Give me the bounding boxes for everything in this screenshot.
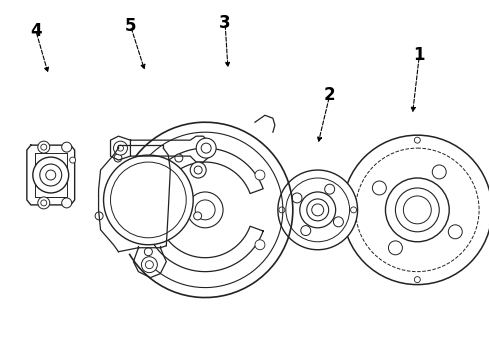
Circle shape [286,178,349,242]
Circle shape [389,241,402,255]
Circle shape [33,157,69,193]
Text: 1: 1 [414,46,425,64]
Circle shape [343,135,490,285]
Text: 3: 3 [219,14,231,32]
Circle shape [300,192,336,228]
Text: 5: 5 [124,17,136,35]
Circle shape [432,165,446,179]
Text: 4: 4 [30,22,42,40]
Circle shape [415,137,420,143]
Circle shape [70,157,75,163]
Circle shape [46,170,56,180]
Circle shape [40,164,62,186]
Circle shape [146,261,153,269]
Circle shape [62,142,72,152]
Circle shape [111,162,186,238]
Circle shape [279,207,285,213]
Circle shape [278,170,358,250]
Circle shape [292,193,302,203]
Circle shape [325,184,335,194]
Circle shape [201,143,211,153]
Circle shape [41,144,47,150]
Circle shape [415,276,420,283]
Circle shape [175,154,183,162]
Circle shape [194,166,202,174]
Circle shape [118,145,123,151]
Circle shape [255,170,265,180]
Circle shape [196,138,216,158]
Circle shape [190,162,206,178]
Text: 2: 2 [324,86,336,104]
Circle shape [187,192,223,228]
Circle shape [356,148,479,272]
Circle shape [114,154,122,162]
Circle shape [38,197,50,209]
Circle shape [194,212,201,220]
Circle shape [448,225,462,239]
Circle shape [195,200,215,220]
Circle shape [333,217,343,227]
Circle shape [114,141,127,155]
Circle shape [350,207,357,213]
Circle shape [145,248,152,256]
Circle shape [372,181,386,195]
Circle shape [62,198,72,208]
Circle shape [142,257,157,273]
Circle shape [386,178,449,242]
Circle shape [307,199,329,221]
Circle shape [103,155,193,245]
Circle shape [403,196,431,224]
Circle shape [395,188,439,232]
Circle shape [255,240,265,250]
Circle shape [312,204,324,216]
Circle shape [41,200,47,206]
Circle shape [38,141,50,153]
Circle shape [301,226,311,235]
Circle shape [95,212,103,220]
